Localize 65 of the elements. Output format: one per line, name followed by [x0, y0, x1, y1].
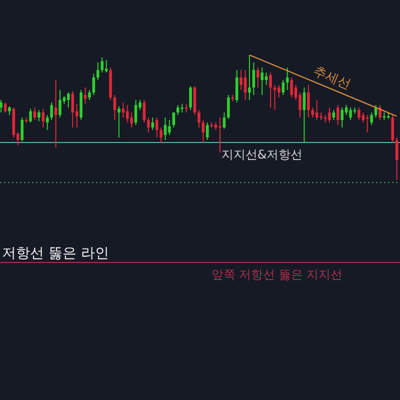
candlestick [113, 94, 116, 120]
candlestick [349, 107, 352, 120]
candlestick [67, 92, 70, 108]
candlestick [42, 108, 45, 128]
candlestick [50, 102, 53, 120]
candlestick [147, 117, 150, 133]
candlestick [358, 107, 360, 120]
candlestick [58, 90, 62, 118]
candlestick [328, 107, 331, 123]
candlestick [134, 100, 138, 126]
candlestick [269, 72, 272, 108]
candlestick [202, 120, 205, 143]
candlestick [378, 104, 382, 120]
candlestick [302, 87, 306, 143]
candlestick [278, 84, 280, 98]
candlestick [168, 120, 171, 136]
candlestick [151, 117, 154, 130]
candlestick [395, 137, 398, 180]
candlestick [240, 70, 242, 90]
candlestick [311, 107, 314, 118]
candlestick [71, 90, 74, 128]
candlestick [29, 108, 32, 123]
candlestick [198, 110, 200, 128]
candlestick [160, 127, 162, 143]
candlestick [46, 114, 49, 130]
candlestick [100, 57, 104, 73]
ref-line-label: 지지선&저항선 [221, 148, 303, 162]
candlestick [256, 67, 260, 88]
candlestick [0, 100, 2, 113]
candlestick [142, 100, 146, 123]
candlestick [84, 87, 87, 104]
candlestick [118, 106, 120, 138]
candlestick [155, 117, 158, 138]
candlestick [4, 102, 7, 113]
candlestick [235, 70, 238, 103]
candlestick [54, 80, 58, 148]
candlestick [290, 77, 293, 98]
candlestick [126, 104, 129, 123]
candlestick [286, 67, 289, 90]
candlestick [189, 86, 192, 110]
candlestick [164, 117, 167, 140]
candlestick [366, 114, 369, 133]
candlestick [88, 90, 91, 100]
candlestick [92, 73, 96, 96]
candlestick [248, 54, 251, 100]
candlestick [282, 80, 285, 96]
candlestick [20, 117, 24, 142]
candlestick [252, 62, 256, 96]
candlestick [96, 62, 100, 80]
candlestick [391, 114, 394, 143]
candlestick [244, 70, 247, 100]
candlestick [340, 107, 344, 128]
candlestick [172, 112, 176, 128]
ref-line-label: 앞쪽 저항선 뚫은 지지선 [211, 268, 343, 282]
text: 저항선 뚫은 라인 [2, 246, 109, 262]
candlestick [336, 104, 340, 126]
candlestick [260, 67, 264, 96]
candlestick [176, 104, 180, 116]
candlestick [370, 112, 373, 126]
candlestick [227, 94, 230, 120]
candlestick [307, 84, 310, 118]
candlestick [130, 112, 133, 128]
candlestick [38, 110, 40, 122]
candlestick [206, 122, 209, 140]
candlestick [222, 112, 226, 130]
